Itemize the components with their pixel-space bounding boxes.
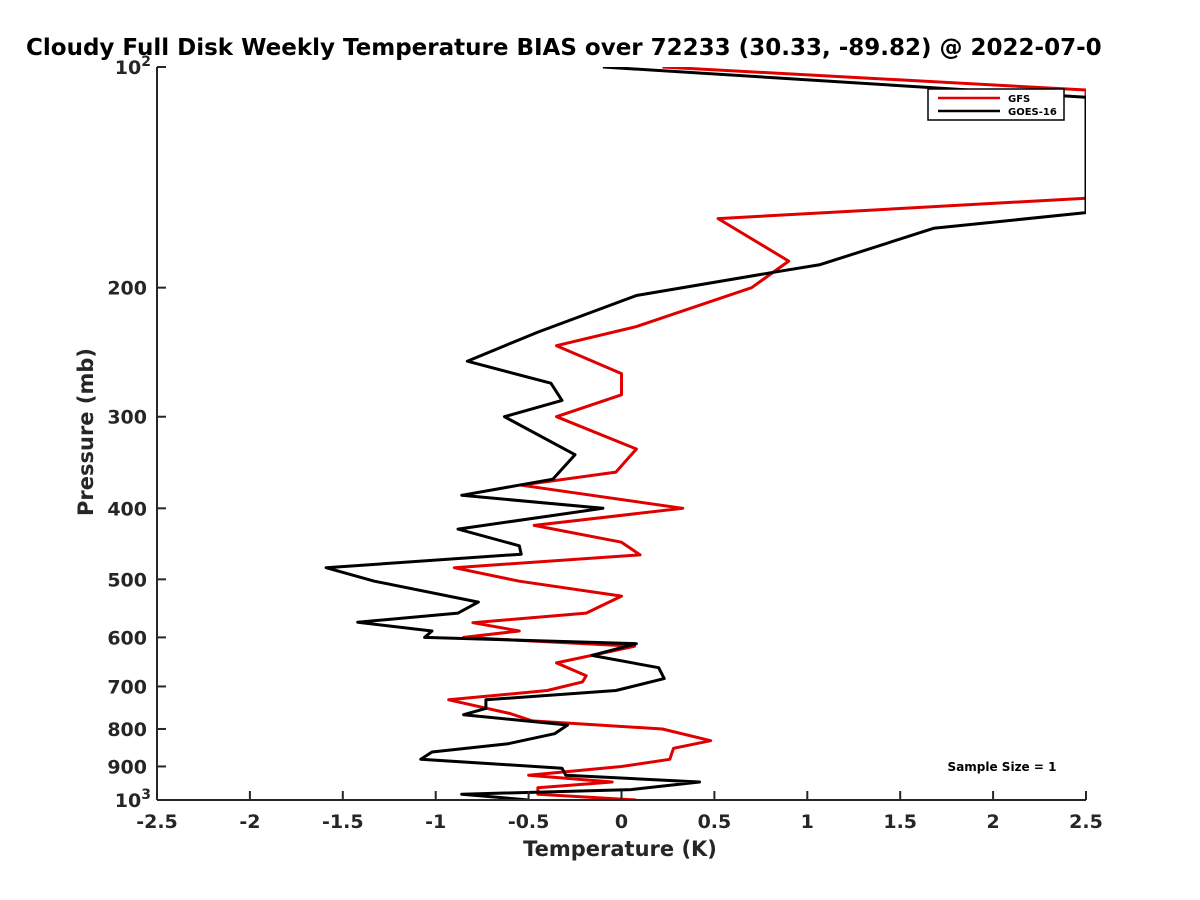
x-tick-label: 1.5 — [883, 811, 917, 833]
x-tick-label: 0.5 — [698, 811, 732, 833]
y-tick-label: 200 — [107, 278, 147, 300]
y-tick-label: 300 — [107, 407, 147, 429]
y-tick-label: 102 — [115, 54, 151, 79]
legend-label-gfs: GFS — [1008, 94, 1030, 105]
sample-size-annotation: Sample Size = 1 — [948, 760, 1057, 774]
series-line-gfs — [447, 67, 1086, 800]
x-tick-label: 1 — [801, 811, 814, 833]
x-tick-label: -1 — [425, 811, 446, 833]
legend: GFS GOES-16 — [927, 88, 1065, 121]
plot-lines — [324, 67, 1086, 800]
x-tick-label: 2.5 — [1069, 811, 1103, 833]
y-tick-label: 600 — [107, 627, 147, 649]
x-tick-label: -0.5 — [508, 811, 550, 833]
y-tick-label: 500 — [107, 569, 147, 591]
y-tick-label: 900 — [107, 756, 147, 778]
y-axis-label: Pressure (mb) — [74, 348, 98, 516]
x-tick-label: -1.5 — [322, 811, 364, 833]
series-line-goes-16 — [324, 67, 1086, 800]
x-tick-label: -2.5 — [136, 811, 178, 833]
y-tick-label: 400 — [107, 498, 147, 520]
y-tick-label: 700 — [107, 676, 147, 698]
x-tick-label: 2 — [986, 811, 999, 833]
legend-box — [927, 88, 1065, 121]
y-tick-label: 103 — [115, 787, 151, 812]
x-tick-label: -2 — [239, 811, 260, 833]
legend-label-goes-16: GOES-16 — [1008, 107, 1057, 118]
y-axis-ticks: 102 200 300 400 500 600 700 800 900 103 — [107, 54, 166, 812]
x-axis-ticks: -2.5 -2 -1.5 -1 -0.5 0 0.5 1 1.5 2 2.5 — [136, 791, 1103, 833]
x-axis-label: Temperature (K) — [523, 837, 717, 861]
x-tick-label: 0 — [615, 811, 628, 833]
chart-title: Cloudy Full Disk Weekly Temperature BIAS… — [26, 35, 1102, 61]
y-tick-label: 800 — [107, 719, 147, 741]
